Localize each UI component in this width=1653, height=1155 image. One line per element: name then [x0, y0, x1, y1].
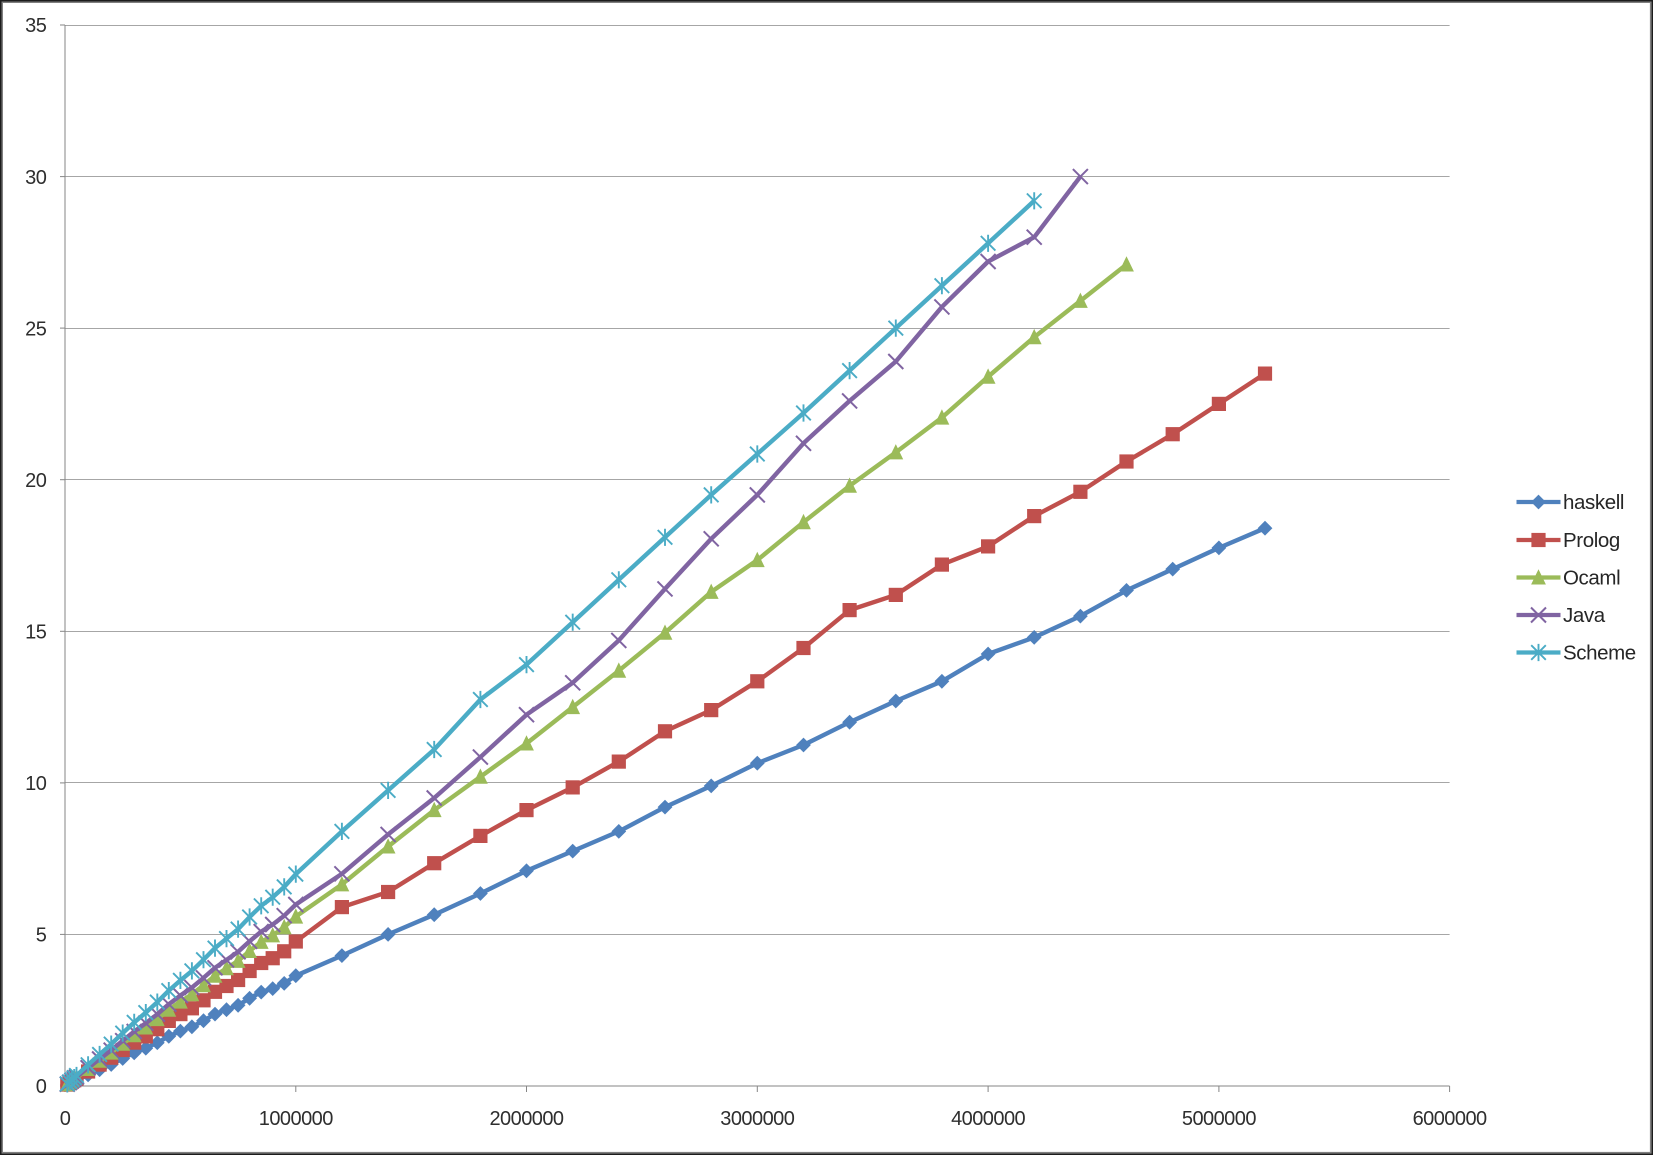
svg-text:Scheme: Scheme: [1563, 642, 1636, 665]
svg-text:Prolog: Prolog: [1563, 529, 1620, 552]
svg-text:25: 25: [25, 318, 47, 340]
svg-text:35: 35: [25, 15, 47, 37]
svg-text:Ocaml: Ocaml: [1563, 567, 1620, 590]
svg-text:4000000: 4000000: [951, 1108, 1025, 1130]
svg-text:3000000: 3000000: [720, 1108, 794, 1130]
svg-text:0: 0: [60, 1108, 71, 1130]
svg-text:Java: Java: [1563, 604, 1606, 627]
svg-text:0: 0: [36, 1076, 47, 1098]
svg-text:5000000: 5000000: [1182, 1108, 1256, 1130]
svg-text:6000000: 6000000: [1413, 1108, 1487, 1130]
svg-text:2000000: 2000000: [489, 1108, 563, 1130]
svg-text:20: 20: [25, 470, 47, 492]
svg-text:30: 30: [25, 167, 47, 189]
svg-text:1000000: 1000000: [259, 1108, 333, 1130]
svg-text:10: 10: [25, 773, 47, 795]
svg-text:haskell: haskell: [1563, 491, 1624, 514]
svg-text:5: 5: [36, 925, 47, 947]
svg-text:15: 15: [25, 622, 47, 644]
